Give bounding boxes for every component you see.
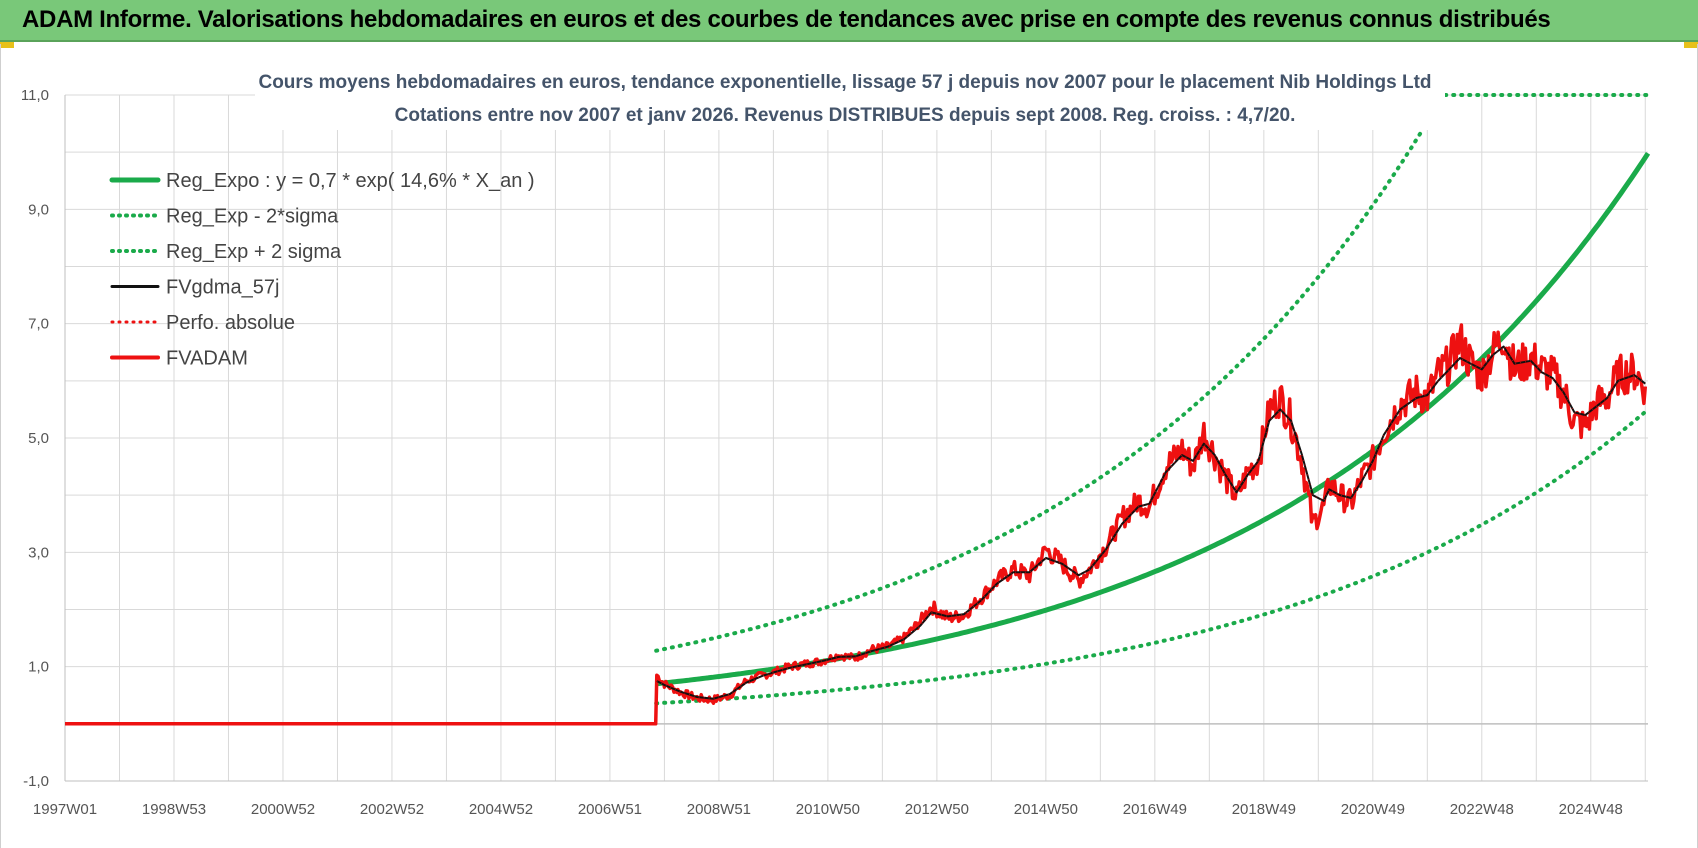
x-tick-label: 1997W01 bbox=[33, 801, 97, 818]
x-tick-label: 2006W51 bbox=[578, 801, 642, 818]
x-tick-label: 2020W49 bbox=[1341, 801, 1405, 818]
chart-title: Cours moyens hebdomadaires en euros, ten… bbox=[255, 66, 1445, 130]
corner-mark-left bbox=[0, 42, 14, 48]
x-tick-label: 2012W50 bbox=[905, 801, 969, 818]
y-tick-label: 5,0 bbox=[28, 430, 49, 447]
y-tick-label: 11,0 bbox=[21, 87, 49, 104]
reg-expo-line bbox=[655, 151, 1651, 687]
header-bar: ADAM Informe. Valorisations hebdomadaire… bbox=[0, 0, 1698, 42]
x-tick-label: 1998W53 bbox=[142, 801, 206, 818]
perfo-absolue-line bbox=[656, 345, 1646, 700]
x-tick-label: 2008W51 bbox=[687, 801, 751, 818]
legend-label: Reg_Exp - 2*sigma bbox=[166, 206, 339, 228]
title-background bbox=[255, 66, 1445, 130]
reg-exp-minus-2-sigma-line bbox=[654, 407, 1650, 706]
legend-label: Reg_Expo : y = 0,7 * exp( 14,6% * X_an ) bbox=[166, 170, 535, 192]
legend: Reg_Expo : y = 0,7 * exp( 14,6% * X_an )… bbox=[109, 170, 535, 370]
legend-label: Perfo. absolue bbox=[166, 312, 295, 334]
x-tick-label: 2002W52 bbox=[360, 801, 424, 818]
chart-title-line-2: Cotations entre nov 2007 et janv 2026. R… bbox=[395, 105, 1296, 126]
x-tick-label: 2000W52 bbox=[251, 801, 315, 818]
x-tick-label: 2004W52 bbox=[469, 801, 533, 818]
x-tick-label: 2016W49 bbox=[1123, 801, 1187, 818]
x-tick-label: 2024W48 bbox=[1559, 801, 1623, 818]
x-tick-label: 2018W49 bbox=[1232, 801, 1296, 818]
corner-mark-right bbox=[1684, 42, 1698, 48]
x-tick-label: 2022W48 bbox=[1450, 801, 1514, 818]
reg-exp-plus-2-sigma-line bbox=[654, 93, 1650, 653]
x-tick-label: 2010W50 bbox=[796, 801, 860, 818]
y-tick-label: 1,0 bbox=[28, 659, 49, 676]
y-tick-label: -1,0 bbox=[23, 773, 49, 790]
x-tick-label: 2014W50 bbox=[1014, 801, 1078, 818]
y-tick-label: 7,0 bbox=[28, 316, 49, 333]
series-layer bbox=[65, 93, 1651, 726]
grid-layer bbox=[64, 94, 1648, 782]
header-title: ADAM Informe. Valorisations hebdomadaire… bbox=[22, 6, 1551, 33]
legend-label: FVgdma_57j bbox=[166, 277, 279, 299]
axis-layer: 11,0 9,0 7,0 5,0 3,0 1,0 -1,0 1997W01 1998W53 200… bbox=[21, 87, 1648, 818]
y-tick-label: 3,0 bbox=[28, 544, 49, 561]
fvadam-line bbox=[65, 323, 1648, 726]
chart-title-line-1: Cours moyens hebdomadaires en euros, ten… bbox=[258, 72, 1431, 93]
y-tick-label: 9,0 bbox=[28, 201, 49, 218]
legend-label: Reg_Exp + 2 sigma bbox=[166, 241, 342, 263]
legend-label: FVADAM bbox=[166, 348, 248, 370]
fvgdma-57j-line bbox=[656, 345, 1646, 700]
